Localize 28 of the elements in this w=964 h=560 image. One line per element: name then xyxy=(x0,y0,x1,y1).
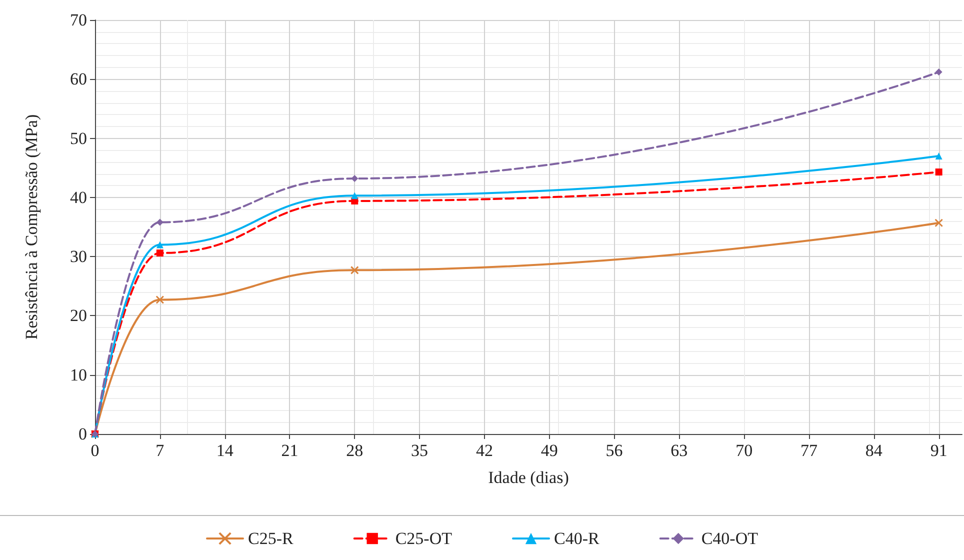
x-tick-label: 63 xyxy=(670,441,688,460)
legend-label: C40-OT xyxy=(701,529,759,548)
y-tick-label: 20 xyxy=(70,306,87,326)
x-tick-label: 49 xyxy=(540,441,558,460)
x-tick-label: 28 xyxy=(346,441,364,460)
x-axis-title: Idade (dias) xyxy=(488,468,569,487)
x-tick-label: 70 xyxy=(736,441,753,460)
y-tick-label: 50 xyxy=(70,128,87,148)
y-tick-label: 10 xyxy=(70,365,87,384)
y-tick-label: 40 xyxy=(70,188,87,207)
x-tick-label: 91 xyxy=(930,441,948,460)
x-tick-label: 0 xyxy=(90,441,100,460)
x-tick-label: 14 xyxy=(216,441,234,460)
legend-label: C25-R xyxy=(248,529,294,548)
y-tick-label: 30 xyxy=(70,247,87,266)
legend-label: C25-OT xyxy=(395,529,453,548)
legend-label: C40-R xyxy=(554,529,600,548)
x-tick-label: 21 xyxy=(281,441,298,460)
x-tick-label: 7 xyxy=(156,441,165,460)
x-tick-label: 42 xyxy=(476,441,493,460)
x-tick-label: 84 xyxy=(865,441,883,460)
x-tick-label: 35 xyxy=(411,441,428,460)
x-tick-label: 56 xyxy=(606,441,623,460)
y-tick-label: 70 xyxy=(70,10,87,30)
y-tick-label: 60 xyxy=(70,70,87,89)
y-axis-title: Resistência à Compressão (MPa) xyxy=(22,114,41,340)
x-tick-label: 77 xyxy=(800,441,818,460)
y-tick-label: 0 xyxy=(78,424,87,444)
